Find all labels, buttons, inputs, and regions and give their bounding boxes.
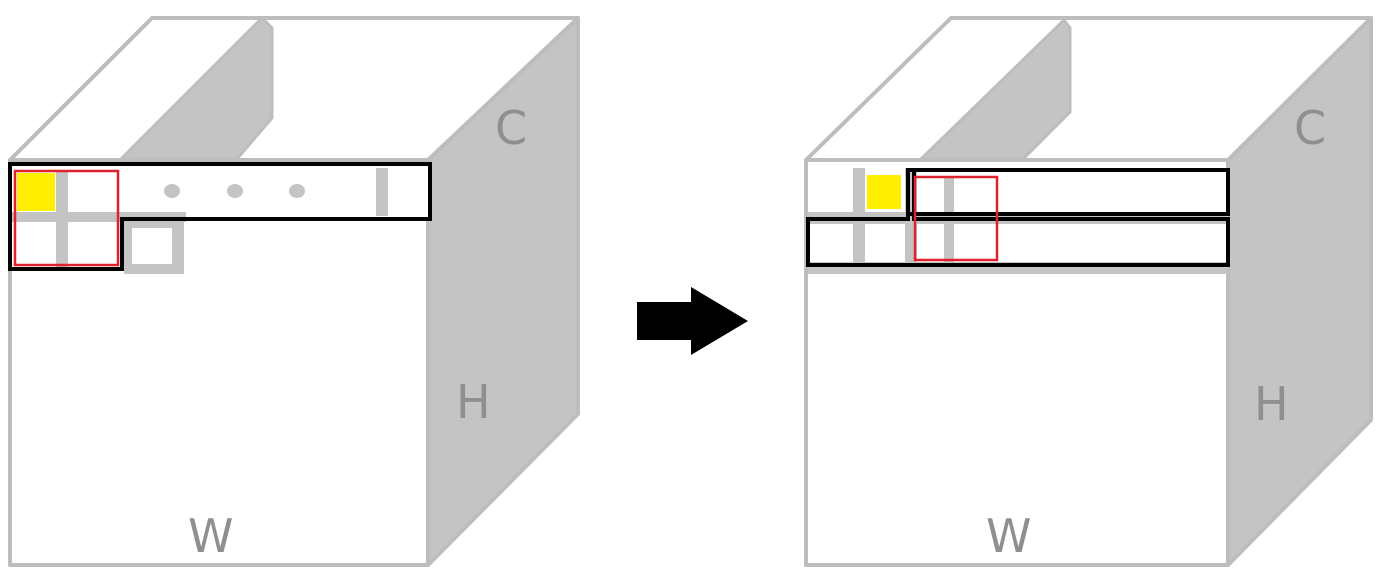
left-grid-cell — [132, 228, 172, 264]
left-label-h: H — [456, 375, 491, 429]
left-ellipsis-dot — [227, 184, 243, 198]
right-cube: C H W — [804, 16, 1373, 567]
left-ellipsis-dot — [164, 184, 180, 198]
transition-arrow — [637, 287, 748, 355]
right-current-cell — [867, 175, 901, 209]
right-kernel-box — [913, 175, 999, 262]
left-label-c: C — [495, 101, 527, 155]
right-label-h: H — [1254, 377, 1289, 431]
left-window-outline — [8, 162, 432, 271]
left-kernel-box — [13, 169, 120, 267]
left-cube: C H W — [8, 15, 580, 567]
left-ellipsis-dot — [289, 184, 305, 198]
left-grid-bar — [12, 212, 186, 222]
right-label-w: W — [986, 509, 1031, 563]
right-cube-front-face — [804, 158, 1230, 567]
left-grid-bar — [56, 170, 68, 270]
right-label-c: C — [1294, 101, 1326, 155]
left-grid-bar — [376, 168, 388, 216]
left-label-w: W — [188, 509, 233, 563]
left-current-cell — [17, 173, 55, 211]
left-top-row-band — [12, 166, 428, 218]
left-cube-front-face — [8, 158, 430, 567]
